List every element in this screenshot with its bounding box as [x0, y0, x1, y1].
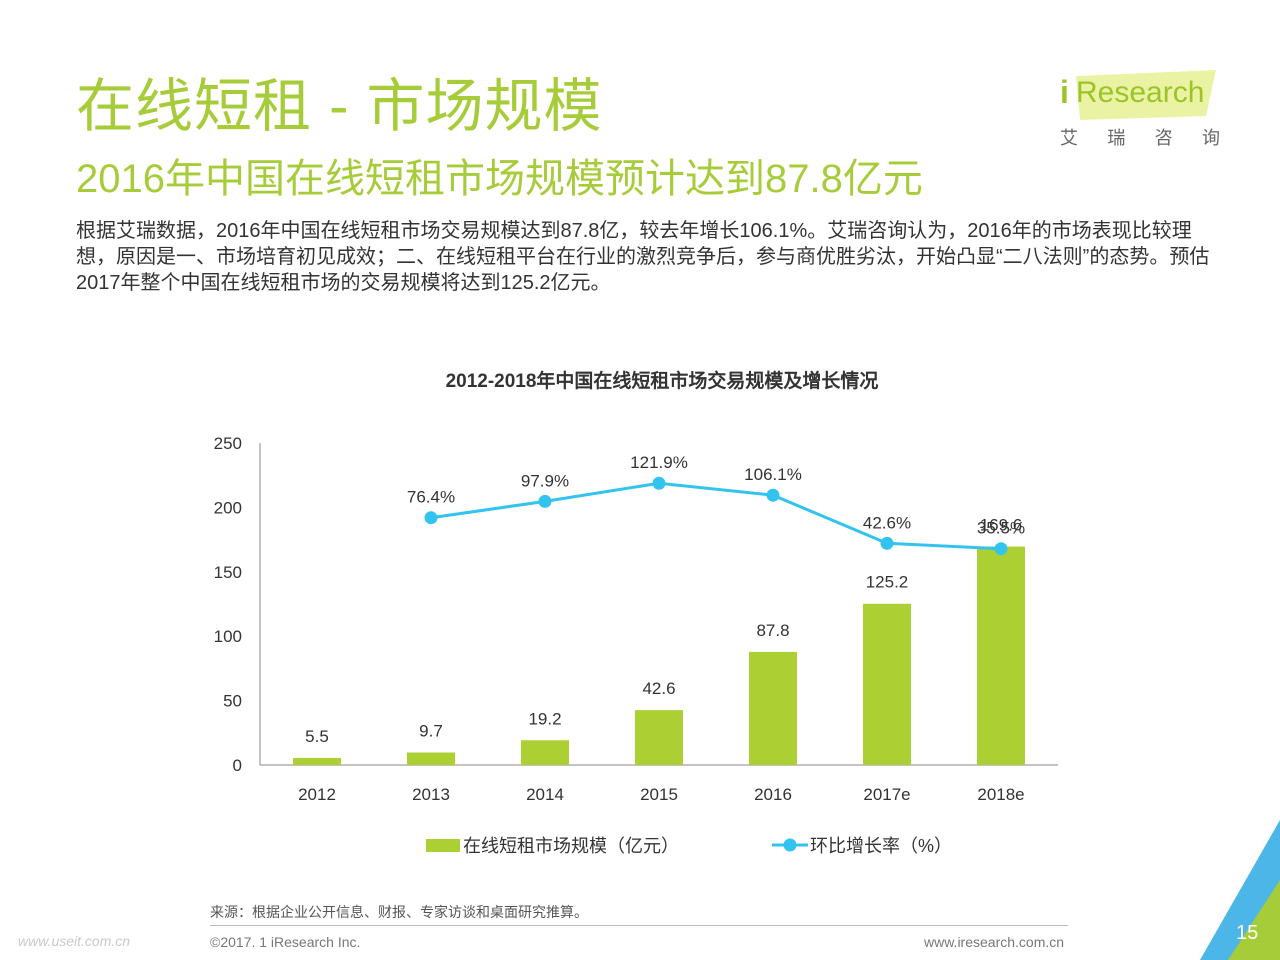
logo-cn-char: 艾 — [1060, 128, 1078, 148]
growth-point — [766, 488, 780, 502]
bar-value-label: 125.2 — [866, 573, 909, 592]
slide-subtitle: 2016年中国在线短租市场规模预计达到87.8亿元 — [76, 157, 923, 201]
x-tick-label: 2016 — [754, 785, 792, 804]
page-number: 15 — [1236, 922, 1259, 944]
source-note: 来源：根据企业公开信息、财报、专家访谈和桌面研究推算。 — [210, 904, 588, 920]
slide-title: 在线短租 - 市场规模 — [76, 74, 603, 139]
growth-line — [430, 481, 1002, 551]
legend-line-marker — [783, 838, 797, 852]
bar — [977, 546, 1025, 765]
bar-value-label: 42.6 — [642, 679, 675, 698]
growth-value-label: 42.6% — [863, 513, 911, 532]
bar — [749, 651, 797, 765]
y-tick-label: 200 — [214, 498, 242, 517]
logo-banner-shape — [1076, 70, 1216, 120]
bar-value-label: 5.5 — [305, 727, 329, 746]
watermark-text: www.useit.com.cn — [18, 933, 131, 949]
logo-cn-char: 瑞 — [1107, 128, 1126, 148]
bar — [635, 710, 683, 765]
x-tick-label: 2013 — [412, 785, 450, 804]
bar-value-label: 19.2 — [528, 709, 561, 728]
growth-point — [424, 511, 438, 525]
y-tick-label: 0 — [233, 756, 242, 775]
bar — [407, 752, 455, 765]
growth-value-label: 35.5% — [977, 519, 1025, 538]
legend-bar-swatch — [426, 839, 460, 852]
x-tick-label: 2012 — [298, 785, 336, 804]
bar — [521, 740, 569, 765]
footer-divider — [210, 925, 1068, 926]
legend-bar-label: 在线短租市场规模（亿元） — [463, 836, 679, 856]
website-text: www.iresearch.com.cn — [924, 934, 1065, 950]
logo-word: Research — [1076, 76, 1205, 109]
bar-value-label: 9.7 — [419, 722, 443, 741]
y-tick-label: 50 — [223, 692, 242, 711]
logo-i-letter: i — [1060, 74, 1069, 110]
chart-title: 2012-2018年中国在线短租市场交易规模及增长情况 — [446, 369, 879, 392]
growth-value-label: 97.9% — [521, 471, 569, 490]
description-paragraph: 根据艾瑞数据，2016年中国在线短租市场交易规模达到87.8亿，较去年增长106… — [76, 220, 1210, 294]
growth-point — [652, 476, 666, 490]
y-tick-label: 150 — [214, 563, 242, 582]
growth-point — [994, 542, 1008, 556]
growth-value-label: 76.4% — [407, 488, 455, 507]
bar-value-label: 87.8 — [756, 621, 789, 640]
growth-point — [538, 494, 552, 508]
legend-line-label: 环比增长率（%） — [810, 836, 952, 856]
bar — [293, 757, 341, 765]
y-tick-label: 250 — [214, 434, 242, 453]
growth-value-label: 106.1% — [744, 465, 802, 484]
logo-cn-char: 咨 — [1154, 128, 1173, 148]
x-tick-label: 2017e — [863, 785, 910, 804]
logo-cn-char: 询 — [1201, 128, 1220, 148]
x-tick-label: 2014 — [526, 785, 564, 804]
iresearch-logo: i Research 艾 瑞 咨 询 — [1058, 68, 1220, 152]
growth-value-label: 121.9% — [630, 453, 688, 472]
x-tick-label: 2015 — [640, 785, 678, 804]
x-tick-label: 2018e — [977, 785, 1024, 804]
copyright-text: ©2017. 1 iResearch Inc. — [210, 934, 361, 950]
bar — [863, 603, 911, 765]
growth-point — [880, 536, 894, 550]
bar-value-label: 169.6 — [980, 516, 1023, 535]
y-tick-label: 100 — [214, 627, 242, 646]
logo-chinese-name: 艾 瑞 咨 询 — [1060, 124, 1220, 150]
